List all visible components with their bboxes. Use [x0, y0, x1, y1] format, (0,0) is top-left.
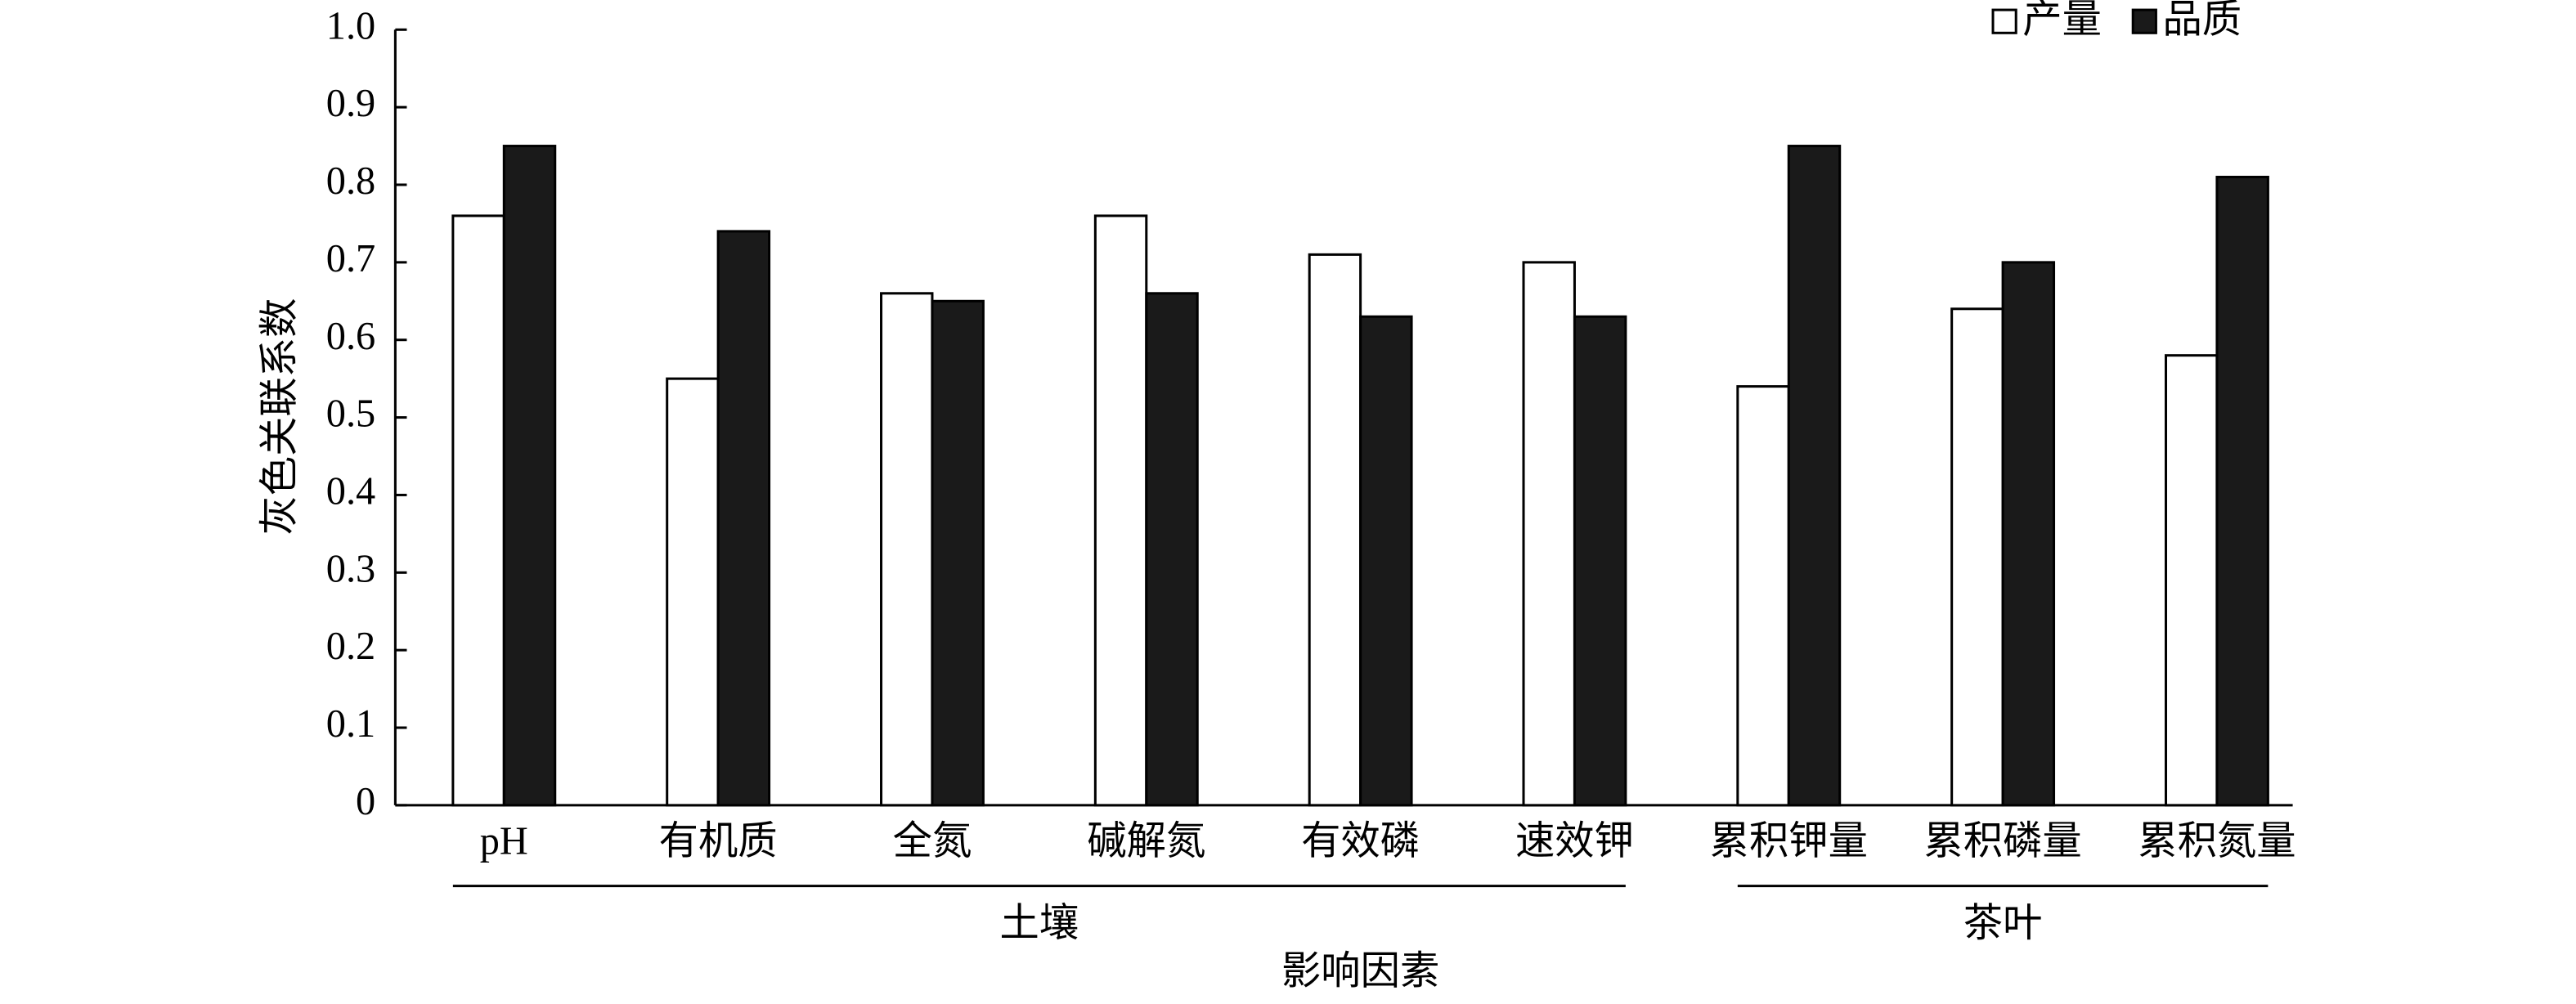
y-tick-label: 0.6: [326, 315, 375, 358]
bar: [666, 377, 720, 807]
y-tick-label: 0.4: [326, 470, 375, 513]
bar: [1093, 214, 1148, 807]
bar: [1787, 145, 1842, 807]
x-axis-title: 影响因素: [1281, 949, 1439, 993]
x-tick-label: pH: [480, 819, 528, 863]
bar: [1145, 292, 1199, 807]
x-tick-label: 累积钾量: [1710, 819, 1868, 863]
y-tick-label: 1.0: [326, 4, 375, 47]
bar: [716, 230, 771, 807]
bar: [1308, 253, 1362, 807]
bar: [931, 299, 985, 807]
x-tick-label: 速效钾: [1515, 819, 1634, 863]
y-tick-label: 0.5: [326, 392, 375, 436]
group-label: 土壤: [1000, 902, 1079, 945]
x-tick-label: 有机质: [659, 819, 778, 863]
legend-swatch: [2131, 8, 2157, 34]
x-tick-label: 碱解氮: [1087, 819, 1205, 863]
bar: [502, 145, 557, 807]
group-label: 茶叶: [1963, 902, 2043, 945]
bar: [2164, 354, 2219, 807]
bar: [2001, 261, 2056, 807]
bar: [1359, 315, 1413, 807]
bar: [451, 214, 505, 807]
bar: [1573, 315, 1627, 807]
legend-swatch: [1991, 8, 2017, 34]
bar: [1736, 385, 1790, 807]
y-tick-label: 0.3: [326, 547, 375, 590]
x-tick-label: 有效磷: [1301, 819, 1420, 863]
y-tick-label: 0: [356, 780, 375, 823]
y-tick-label: 0.2: [326, 625, 375, 668]
x-tick-label: 累积氮量: [2138, 819, 2296, 863]
bar: [1950, 307, 2004, 807]
x-tick-label: 累积磷量: [1923, 819, 2081, 863]
y-tick-label: 0.1: [326, 702, 375, 746]
y-tick-label: 0.9: [326, 82, 375, 125]
y-axis-title: 灰色关联系数: [258, 298, 302, 536]
y-tick-label: 0.8: [326, 159, 375, 203]
bar: [2215, 175, 2269, 807]
y-tick-label: 0.7: [326, 237, 375, 280]
x-tick-label: 全氮: [893, 818, 972, 863]
legend-label: 品质: [2162, 0, 2242, 41]
bar: [880, 292, 934, 807]
legend-label: 产量: [2022, 0, 2102, 41]
bar: [1522, 261, 1576, 807]
